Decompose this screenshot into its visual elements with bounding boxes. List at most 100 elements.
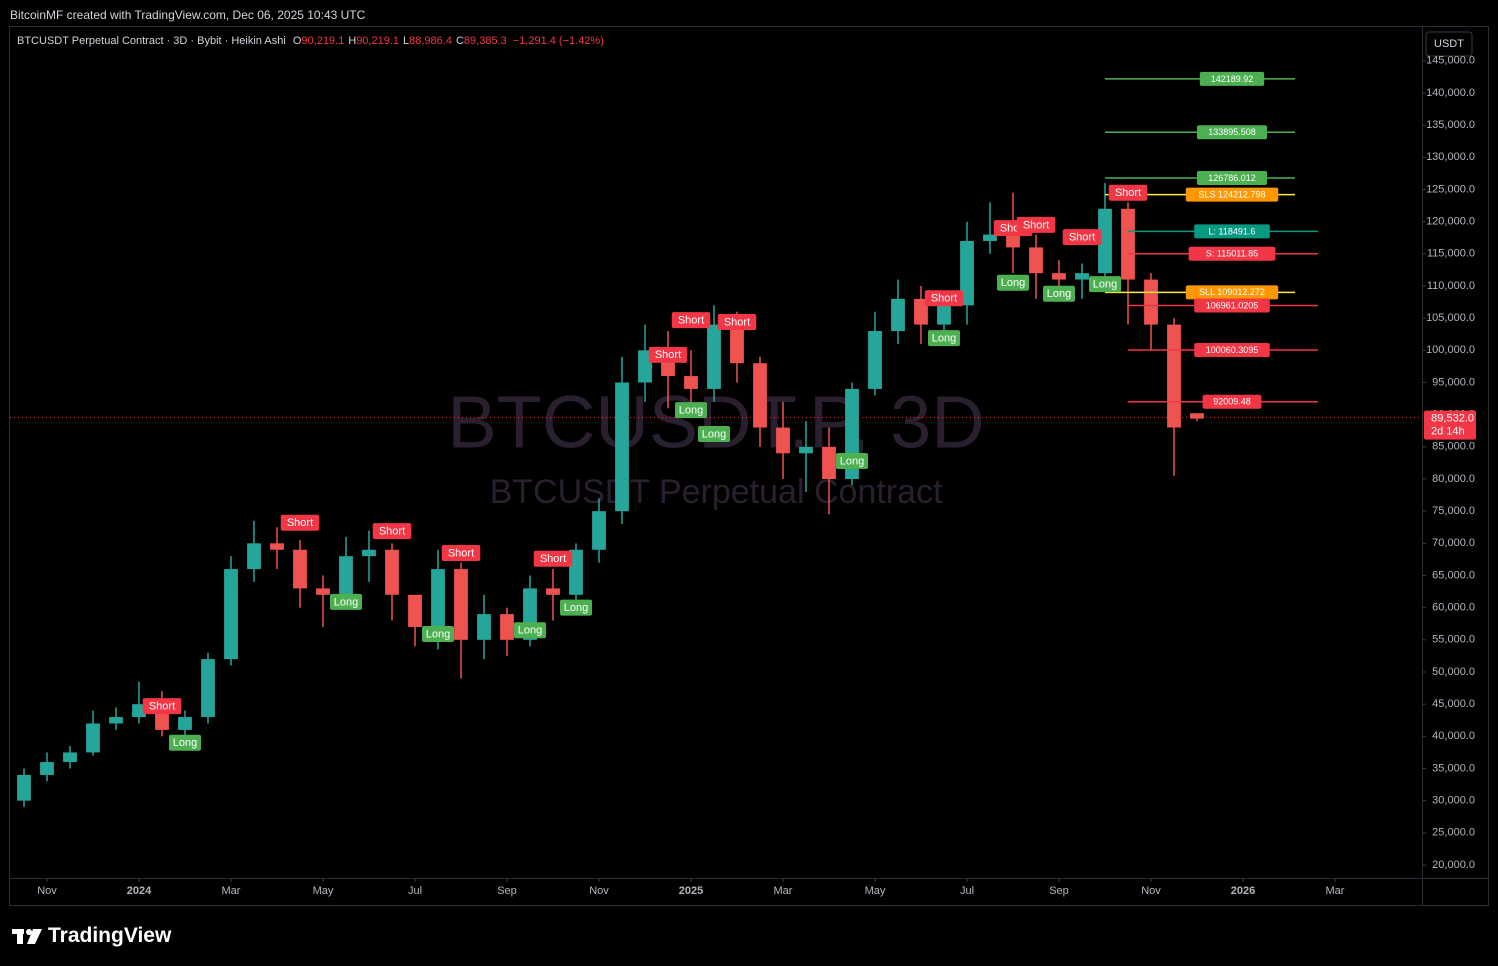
y-tick-label: 70,000.0 — [1432, 537, 1475, 549]
x-tick-label: Sep — [1049, 885, 1069, 897]
candle-body — [40, 762, 54, 775]
y-tick-label: 135,000.0 — [1426, 119, 1475, 131]
candle-body — [730, 324, 744, 364]
legend: BTCUSDT Perpetual Contract · 3D · Bybit … — [17, 35, 604, 47]
x-tick-label: 2025 — [679, 885, 703, 897]
y-tick-label: 125,000.0 — [1426, 183, 1475, 195]
level-label-box — [1197, 171, 1267, 186]
ohlc-value: 90,219.1 — [356, 35, 400, 47]
plot: 142189.92 133895.508 126786.012 SLS 124212.… — [10, 71, 1422, 808]
credit: BitcoinMF created with TradingView.com, … — [10, 8, 366, 22]
signal-box — [533, 550, 573, 567]
ohlc-value: 89,385.3 — [463, 35, 507, 47]
signal-label: Short — [379, 526, 405, 538]
x-tick-label: Mar — [1326, 885, 1345, 897]
level-label: 92009.48 — [1213, 397, 1251, 407]
signal-box — [1089, 276, 1121, 293]
ohlc-value: 88,986.4 — [409, 35, 452, 47]
level-label-box — [1194, 224, 1270, 239]
x-tick-label: 2026 — [1231, 885, 1255, 897]
level-label: 133895.508 — [1208, 127, 1256, 137]
candle-body — [385, 549, 399, 595]
candle-body — [132, 704, 146, 718]
candle-body — [799, 446, 813, 454]
candle-body — [707, 324, 721, 389]
signal-label: Short — [931, 293, 957, 305]
candle-body — [86, 723, 100, 753]
candle-body — [914, 298, 928, 325]
candle-body — [1052, 273, 1066, 280]
candle-body — [684, 376, 698, 389]
signal-box — [422, 626, 454, 643]
candle-body — [500, 614, 514, 640]
candle-body — [569, 549, 583, 595]
level-label: 142189.92 — [1211, 74, 1254, 84]
candle-body — [63, 752, 77, 763]
y-tick-label: 75,000.0 — [1432, 505, 1475, 517]
y-tick-label: 115,000.0 — [1427, 248, 1475, 260]
level-label-box — [1197, 125, 1267, 140]
candle-body — [270, 543, 284, 550]
currency[interactable]: USDT — [1434, 38, 1464, 50]
signal-label: Long — [840, 455, 864, 467]
level-label: 126786.012 — [1208, 173, 1256, 183]
candle-body — [1029, 247, 1043, 274]
candle-body — [247, 543, 261, 570]
y-tick-label: 45,000.0 — [1432, 698, 1475, 710]
x-tick-label: Sep — [497, 885, 517, 897]
signal-label: Short — [724, 316, 750, 328]
candle-body — [1144, 279, 1158, 325]
last-price-label: 89,532.0 — [1431, 413, 1474, 425]
signal-box — [142, 698, 182, 715]
watermark: BTCUSDT Perpetual Contract — [490, 473, 943, 511]
x-tick-label: May — [313, 885, 334, 897]
candle-body — [615, 382, 629, 512]
x-tick-label: Nov — [589, 885, 609, 897]
signal-label: Long — [518, 625, 542, 637]
level-label-box — [1188, 246, 1276, 261]
y-tick-label: 25,000.0 — [1432, 827, 1475, 839]
y-tick-label: 60,000.0 — [1432, 602, 1475, 614]
level-label: S: 115011.85 — [1206, 249, 1258, 259]
signal-box — [675, 402, 707, 419]
y-tick-label: 65,000.0 — [1432, 569, 1475, 581]
candle-body — [1190, 413, 1204, 419]
candle-body — [592, 511, 606, 550]
signal-box — [1043, 285, 1075, 302]
x-tick-label: Nov — [37, 885, 57, 897]
y-tick-label: 40,000.0 — [1432, 730, 1475, 742]
ohlc-value: 90,219.1 — [301, 35, 345, 47]
level-label: 100060.3095 — [1206, 345, 1259, 355]
candle-body — [822, 446, 836, 480]
currency-button[interactable] — [1425, 31, 1473, 57]
signal-label: Long — [679, 405, 703, 417]
signal-box — [169, 734, 201, 751]
y-tick-label: 20,000.0 — [1432, 859, 1475, 871]
level-label: SLL 109012.272 — [1199, 287, 1265, 297]
level-label-box — [1185, 187, 1279, 202]
y-tick-label: 95,000.0 — [1432, 376, 1475, 388]
signal-box — [1062, 229, 1102, 246]
change: −1,291.4 (−1.42%) — [512, 35, 604, 47]
level-label: 106961.0205 — [1206, 300, 1259, 310]
ohlc-key: L — [403, 35, 410, 47]
countdown: 2d 14h — [1431, 426, 1465, 438]
logo — [12, 929, 42, 944]
y-tick-label: 120,000.0 — [1426, 216, 1475, 228]
signal-label: Long — [1093, 278, 1117, 290]
signal-label: Short — [1115, 187, 1141, 199]
x-tick-label: Mar — [222, 885, 241, 897]
level-label-box — [1202, 394, 1262, 409]
candle-body — [316, 588, 330, 595]
signal-box — [928, 330, 960, 347]
signal-label: Long — [173, 737, 197, 749]
signal-box — [441, 544, 481, 561]
ohlc-key: C — [455, 35, 464, 47]
x-tick-label: Jul — [960, 885, 974, 897]
x-tick-label: 2024 — [127, 885, 152, 897]
x-tick-label: Jul — [408, 885, 422, 897]
candle-body — [408, 594, 422, 627]
signal-box — [330, 593, 362, 610]
candle-body — [454, 569, 468, 640]
